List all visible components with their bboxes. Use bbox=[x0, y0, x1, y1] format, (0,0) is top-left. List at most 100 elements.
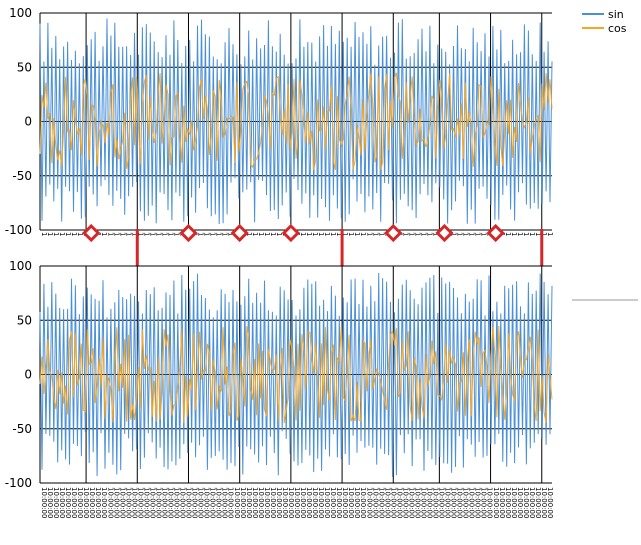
x-tick-label: 10:00:00 bbox=[450, 487, 458, 518]
x-tick-label: 10:00:00 bbox=[353, 487, 361, 518]
x-tick-label: 1 bbox=[118, 232, 126, 236]
x-tick-label: 10:00:00 bbox=[76, 487, 84, 518]
x-tick-label: 10:00:00 bbox=[173, 487, 181, 518]
x-tick-label: 10:00:00 bbox=[311, 487, 319, 518]
x-tick-label: 10:00:00 bbox=[456, 487, 464, 518]
x-tick-label: 10:00:00 bbox=[432, 487, 440, 518]
x-tick-label: 1 bbox=[245, 232, 253, 236]
x-tick-label: 10:00:00 bbox=[239, 487, 247, 518]
x-tick-label: 1 bbox=[432, 232, 440, 236]
x-tick-label: 10:00:00 bbox=[70, 487, 78, 518]
x-tick-label: 10:00:00 bbox=[263, 487, 271, 518]
x-tick-label: 1 bbox=[353, 232, 361, 236]
x-tick-label: 10:00:00 bbox=[58, 487, 66, 518]
x-tick-label: 10:00:00 bbox=[179, 487, 187, 518]
x-tick-label: 10:00:00 bbox=[269, 487, 277, 518]
x-tick-label: 1 bbox=[166, 232, 174, 236]
x-tick-label: 1 bbox=[299, 232, 307, 236]
x-tick-label: 1 bbox=[269, 232, 277, 236]
x-tick-label: 10:00:00 bbox=[413, 487, 421, 518]
x-tick-label: 10:00:00 bbox=[275, 487, 283, 518]
x-tick-label: 1 bbox=[251, 232, 259, 236]
x-tick-label: 1 bbox=[474, 232, 482, 236]
x-tick-label: 10:00:00 bbox=[395, 487, 403, 518]
x-tick-label: 1 bbox=[64, 232, 72, 236]
x-tick-label: 10:00:00 bbox=[359, 487, 367, 518]
x-tick-label: 1 bbox=[365, 232, 373, 236]
x-tick-label: 1 bbox=[371, 232, 379, 236]
x-tick-label: 1 bbox=[275, 232, 283, 236]
x-tick-label: 1 bbox=[148, 232, 156, 236]
x-tick-label: 10:00:00 bbox=[106, 487, 114, 518]
x-tick-label: 1 bbox=[456, 232, 464, 236]
x-tick-label: 10:00:00 bbox=[347, 487, 355, 518]
x-tick-label: 1 bbox=[311, 232, 319, 236]
y-tick-label: 0 bbox=[24, 368, 32, 382]
x-tick-label: 10:00:00 bbox=[209, 487, 217, 518]
y-tick-label: -100 bbox=[5, 476, 32, 490]
x-tick-label: 1 bbox=[203, 232, 211, 236]
x-tick-label: 1 bbox=[106, 232, 114, 236]
x-tick-label: 1 bbox=[142, 232, 150, 236]
x-tick-label: 10:00:00 bbox=[245, 487, 253, 518]
x-tick-label: 1 bbox=[347, 232, 355, 236]
x-tick-label: 10:00:00 bbox=[492, 487, 500, 518]
x-tick-label: 1 bbox=[540, 232, 548, 236]
x-tick-label: 10:00:00 bbox=[233, 487, 241, 518]
y-tick-label: -50 bbox=[12, 169, 32, 183]
x-tick-label: 10:00:00 bbox=[426, 487, 434, 518]
y-tick-label: -50 bbox=[12, 422, 32, 436]
x-tick-label: 10:00:00 bbox=[227, 487, 235, 518]
x-tick-label: 10:00:00 bbox=[498, 487, 506, 518]
x-tick-label: 1 bbox=[215, 232, 223, 236]
x-tick-label: 1 bbox=[154, 232, 162, 236]
x-tick-label: 10:00:00 bbox=[323, 487, 331, 518]
x-tick-label: 1 bbox=[197, 232, 205, 236]
x-tick-label: 10:00:00 bbox=[534, 487, 542, 518]
x-tick-label: 10:00:00 bbox=[52, 487, 60, 518]
x-tick-label: 1 bbox=[534, 232, 542, 236]
x-tick-label: 10:00:00 bbox=[191, 487, 199, 518]
x-tick-label: 10:00:00 bbox=[257, 487, 265, 518]
x-tick-label: 10:00:00 bbox=[142, 487, 150, 518]
diamond-marker bbox=[179, 223, 198, 243]
x-tick-label: 1 bbox=[413, 232, 421, 236]
series-sin-line bbox=[39, 18, 553, 225]
x-tick-label: 1 bbox=[468, 232, 476, 236]
x-tick-label: 1 bbox=[522, 232, 530, 236]
y-tick-label: -100 bbox=[5, 223, 32, 237]
x-tick-label: 10:00:00 bbox=[160, 487, 168, 518]
x-tick-label: 10:00:00 bbox=[148, 487, 156, 518]
x-tick-label: 1 bbox=[504, 232, 512, 236]
x-tick-label: 10:00:00 bbox=[136, 487, 144, 518]
x-tick-label: 10:00:00 bbox=[215, 487, 223, 518]
x-tick-label: 10:00:00 bbox=[305, 487, 313, 518]
x-tick-label: 10:00:00 bbox=[510, 487, 518, 518]
x-tick-label: 10:00:00 bbox=[516, 487, 524, 518]
x-tick-label: 1 bbox=[516, 232, 524, 236]
x-tick-label: 10:00:00 bbox=[389, 487, 397, 518]
x-tick-label: 10:00:00 bbox=[401, 487, 409, 518]
x-tick-label: 1 bbox=[377, 232, 385, 236]
x-tick-label: 10:00:00 bbox=[371, 487, 379, 518]
x-tick-label: 10:00:00 bbox=[522, 487, 530, 518]
x-tick-label: 1 bbox=[305, 232, 313, 236]
x-tick-label: 10:00:00 bbox=[540, 487, 548, 518]
x-tick-label: 1 bbox=[462, 232, 470, 236]
diamond-marker bbox=[230, 223, 249, 243]
y-tick-label: 0 bbox=[24, 115, 32, 129]
x-tick-label: 10:00:00 bbox=[377, 487, 385, 518]
x-tick-label: 10:00:00 bbox=[94, 487, 102, 518]
x-tick-label: 10:00:00 bbox=[185, 487, 193, 518]
diamond-marker bbox=[82, 223, 101, 243]
diamond-marker bbox=[384, 223, 403, 243]
x-tick-label: 10:00:00 bbox=[88, 487, 96, 518]
x-tick-label: 1 bbox=[46, 232, 54, 236]
x-tick-label: 10:00:00 bbox=[112, 487, 120, 518]
x-tick-label: 10:00:00 bbox=[468, 487, 476, 518]
x-tick-label: 10:00:00 bbox=[480, 487, 488, 518]
x-tick-label: 10:00:00 bbox=[486, 487, 494, 518]
legend-label-sin: sin bbox=[608, 8, 624, 21]
